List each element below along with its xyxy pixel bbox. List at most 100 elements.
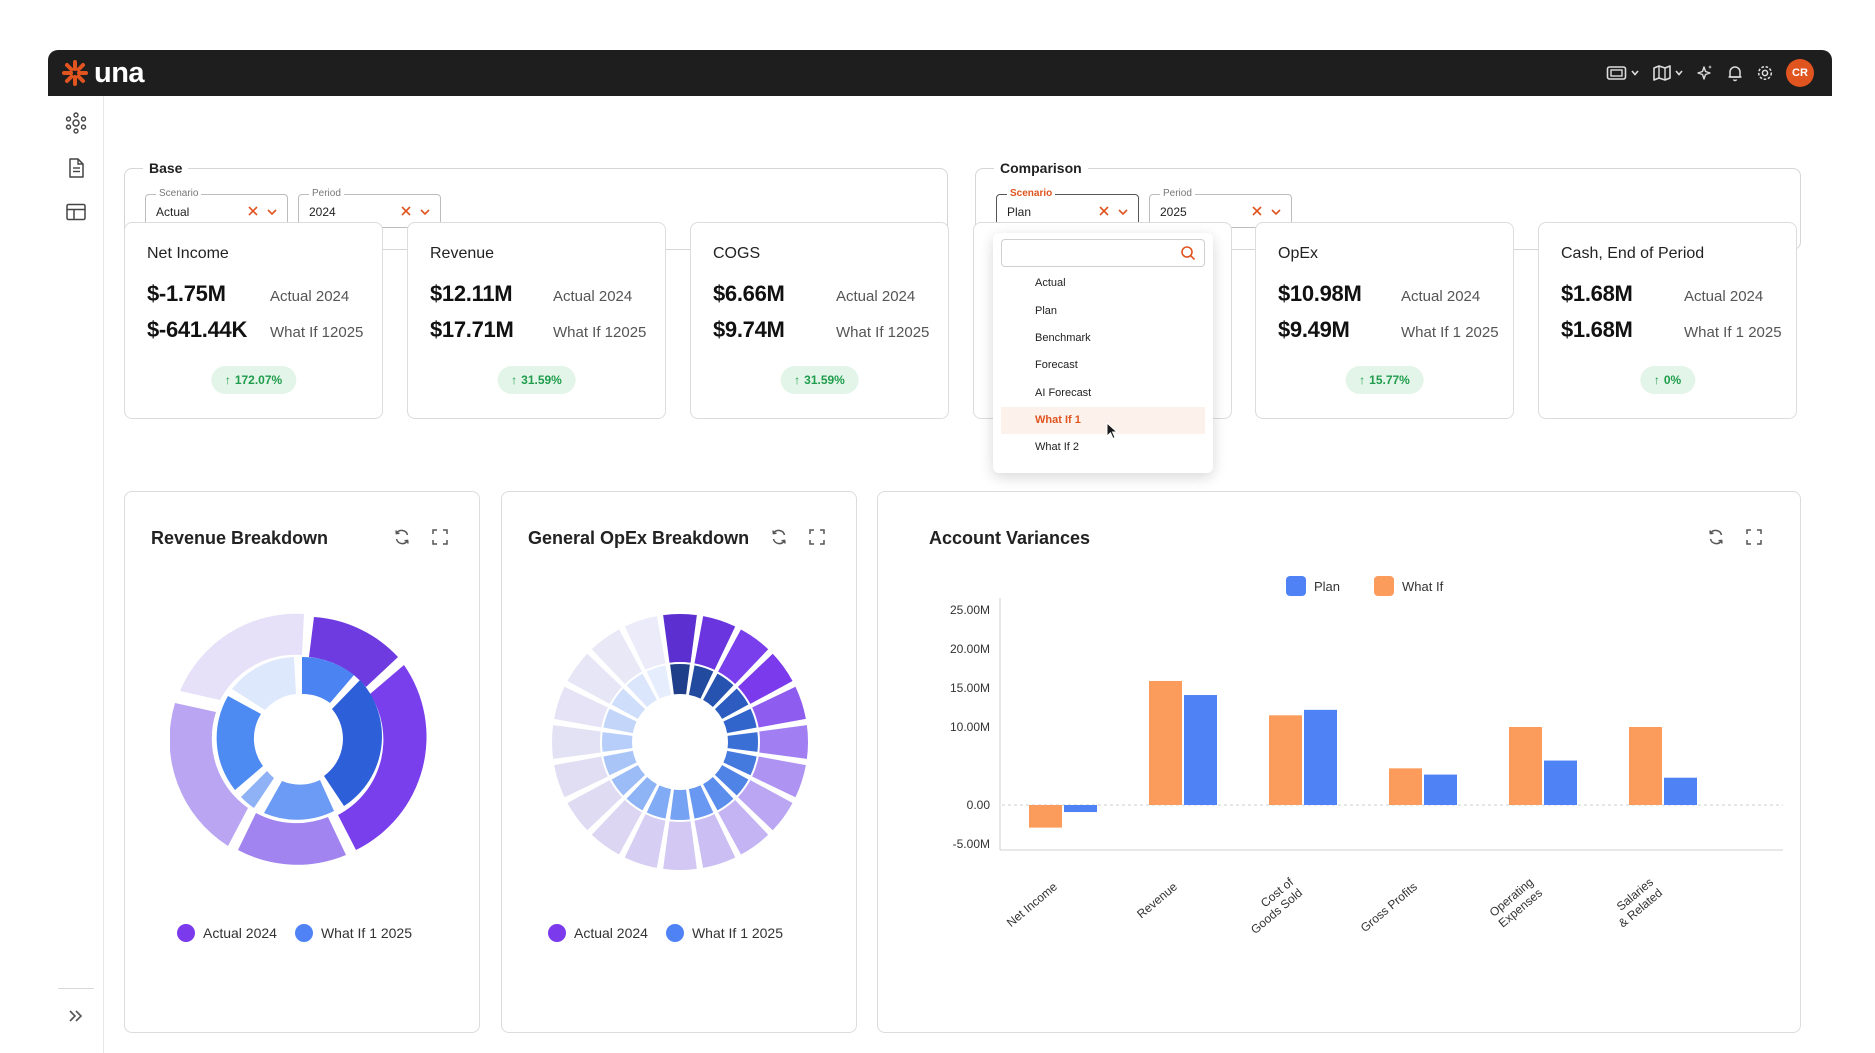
donut-segment[interactable] [759, 725, 808, 759]
bar-plan[interactable] [1424, 774, 1457, 805]
refresh-icon[interactable] [770, 528, 788, 546]
donut-segment[interactable] [180, 613, 304, 700]
donut-segment[interactable] [241, 771, 274, 808]
clear-icon[interactable] [247, 205, 259, 217]
bar-plan[interactable] [1664, 777, 1697, 805]
notifications-button[interactable] [1726, 59, 1744, 87]
settings-button[interactable] [1756, 59, 1774, 87]
donut-segment[interactable] [611, 765, 646, 796]
donut-segment[interactable] [232, 657, 296, 710]
donut-segment[interactable] [170, 703, 248, 846]
display-menu[interactable] [1606, 59, 1640, 87]
user-avatar[interactable]: CR [1786, 59, 1814, 87]
kpi-card-cash-end-of-period[interactable]: Cash, End of Period $1.68M Actual 2024 $… [1538, 222, 1797, 419]
expand-icon[interactable] [431, 528, 449, 546]
donut-segment[interactable] [264, 780, 334, 820]
donut-segment[interactable] [324, 680, 382, 806]
donut-segment[interactable] [603, 750, 637, 776]
layout-icon[interactable] [64, 200, 88, 224]
refresh-icon[interactable] [393, 528, 411, 546]
donut-segment[interactable] [338, 665, 427, 850]
dropdown-option-what-if-1[interactable]: What If 1 [1001, 407, 1205, 434]
donut-segment[interactable] [718, 629, 769, 685]
bar-what-if[interactable] [1509, 727, 1542, 805]
donut-segment[interactable] [723, 750, 757, 776]
expand-icon[interactable] [1745, 528, 1763, 546]
bar-what-if[interactable] [1029, 805, 1062, 828]
map-menu[interactable] [1652, 59, 1684, 87]
kpi-card-cogs[interactable]: COGS $6.66M Actual 2024 $9.74M What If 1… [690, 222, 949, 419]
donut-segment[interactable] [567, 780, 623, 831]
donut-segment[interactable] [611, 688, 646, 719]
donut-segment[interactable] [737, 780, 793, 831]
donut-segment[interactable] [603, 708, 637, 734]
donut-segment[interactable] [718, 799, 769, 855]
donut-segment[interactable] [646, 665, 672, 699]
bar-what-if[interactable] [1269, 715, 1302, 805]
donut-segment[interactable] [554, 686, 608, 728]
logo[interactable]: una [62, 58, 145, 88]
legend-item[interactable]: What If [1374, 576, 1443, 596]
bar-what-if[interactable] [1629, 727, 1662, 805]
chevron-down-icon[interactable] [1117, 206, 1129, 218]
dropdown-option-forecast[interactable]: Forecast [1035, 359, 1078, 371]
donut-segment[interactable] [694, 616, 736, 670]
dropdown-search-input[interactable] [1001, 239, 1205, 267]
donut-segment[interactable] [703, 776, 734, 811]
dropdown-option-actual[interactable]: Actual [1035, 277, 1066, 289]
clear-icon[interactable] [1251, 205, 1263, 217]
dropdown-option-what-if-2[interactable]: What If 2 [1035, 441, 1080, 453]
donut-segment[interactable] [727, 732, 758, 752]
donut-segment[interactable] [624, 616, 666, 670]
expand-icon[interactable] [808, 528, 826, 546]
donut-segment[interactable] [591, 799, 642, 855]
donut-segment[interactable] [752, 686, 806, 728]
donut-segment[interactable] [694, 814, 736, 868]
donut-segment[interactable] [591, 629, 642, 685]
bar-plan[interactable] [1064, 805, 1097, 813]
bar-plan[interactable] [1304, 709, 1337, 805]
refresh-icon[interactable] [1707, 528, 1725, 546]
chevron-down-icon[interactable] [1270, 206, 1282, 218]
chevron-down-icon[interactable] [419, 206, 431, 218]
legend-item[interactable]: Actual 2024 [177, 924, 277, 942]
donut-segment[interactable] [663, 614, 697, 663]
donut-segment[interactable] [737, 653, 793, 704]
bar-plan[interactable] [1184, 695, 1217, 805]
donut-segment[interactable] [216, 696, 263, 790]
donut-segment[interactable] [302, 656, 354, 703]
donut-segment[interactable] [663, 821, 697, 870]
dropdown-option-plan[interactable]: Plan [1035, 305, 1058, 317]
donut-segment[interactable] [626, 776, 657, 811]
dropdown-option-ai-forecast[interactable]: AI Forecast [1035, 387, 1092, 399]
donut-segment[interactable] [309, 617, 398, 687]
network-icon[interactable] [64, 111, 88, 135]
legend-item[interactable]: What If 1 2025 [665, 924, 783, 942]
donut-segment[interactable] [670, 664, 690, 695]
bar-plan[interactable] [1544, 760, 1577, 805]
donut-segment[interactable] [688, 785, 714, 819]
legend-item[interactable]: Plan [1286, 576, 1340, 596]
donut-segment[interactable] [670, 789, 690, 820]
donut-segment[interactable] [688, 665, 714, 699]
kpi-card-revenue[interactable]: Revenue $12.11M Actual 2024 $17.71M What… [407, 222, 666, 419]
donut-segment[interactable] [646, 785, 672, 819]
donut-segment[interactable] [238, 813, 346, 865]
double-chevron-right-icon[interactable] [64, 1004, 88, 1028]
donut-segment[interactable] [567, 653, 623, 704]
ai-button[interactable] [1696, 59, 1714, 87]
donut-segment[interactable] [624, 814, 666, 868]
dropdown-option-benchmark[interactable]: Benchmark [1035, 332, 1091, 344]
donut-segment[interactable] [554, 756, 608, 798]
kpi-card-net-income[interactable]: Net Income $-1.75M Actual 2024 $-641.44K… [124, 222, 383, 419]
legend-item[interactable]: Actual 2024 [548, 924, 648, 942]
donut-segment[interactable] [703, 673, 734, 708]
donut-segment[interactable] [626, 673, 657, 708]
chevron-down-icon[interactable] [266, 206, 278, 218]
donut-segment[interactable] [714, 765, 749, 796]
bar-what-if[interactable] [1389, 768, 1422, 805]
donut-segment[interactable] [752, 756, 806, 798]
donut-segment[interactable] [723, 708, 757, 734]
legend-item[interactable]: What If 1 2025 [294, 924, 412, 942]
donut-segment[interactable] [552, 725, 601, 759]
